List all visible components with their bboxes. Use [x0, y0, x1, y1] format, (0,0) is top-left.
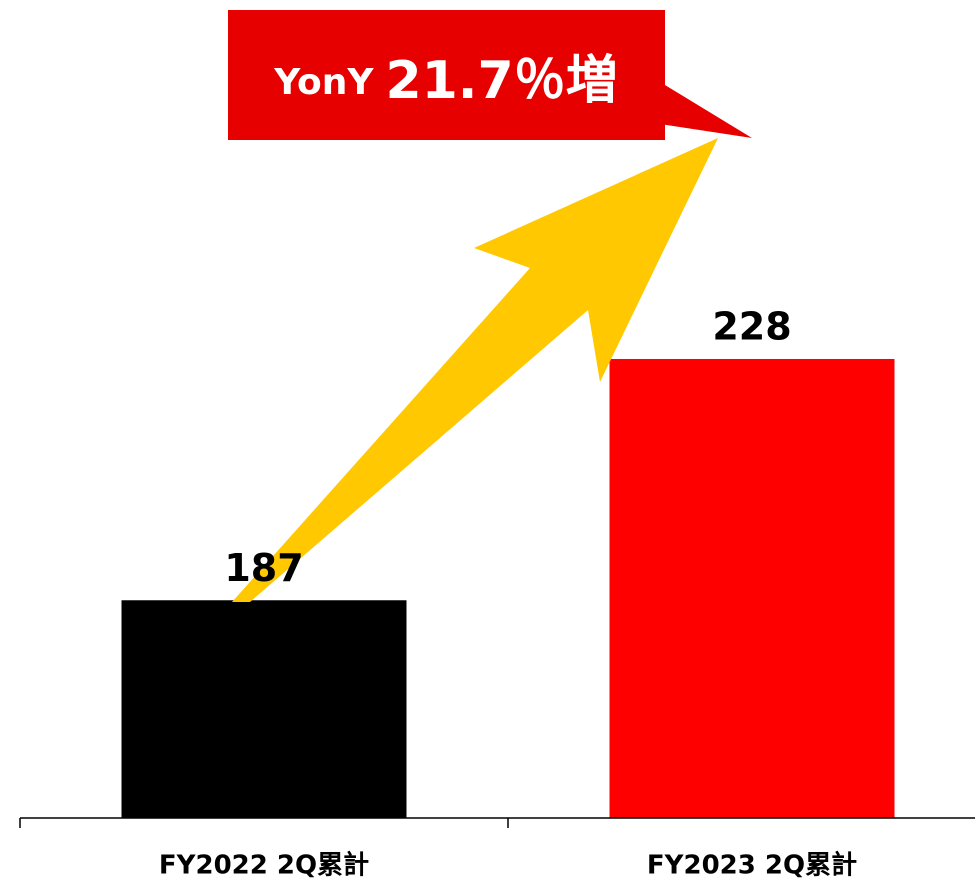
callout-prefix: YonY — [273, 62, 374, 103]
bar — [609, 358, 895, 818]
x-tick-label: FY2022 2Q累計 — [159, 850, 369, 881]
callout-box — [228, 10, 665, 140]
x-tick-label: FY2023 2Q累計 — [647, 850, 857, 881]
bar — [121, 600, 407, 818]
value-label: 228 — [712, 304, 791, 348]
callout: YonY 21.7％増 — [228, 10, 752, 602]
callout-value: 21.7％増 — [385, 51, 617, 111]
callout-text: YonY 21.7％増 — [273, 51, 618, 111]
growth-arrow — [232, 138, 718, 602]
callout-pointer — [660, 82, 752, 138]
value-label: 187 — [224, 546, 303, 590]
